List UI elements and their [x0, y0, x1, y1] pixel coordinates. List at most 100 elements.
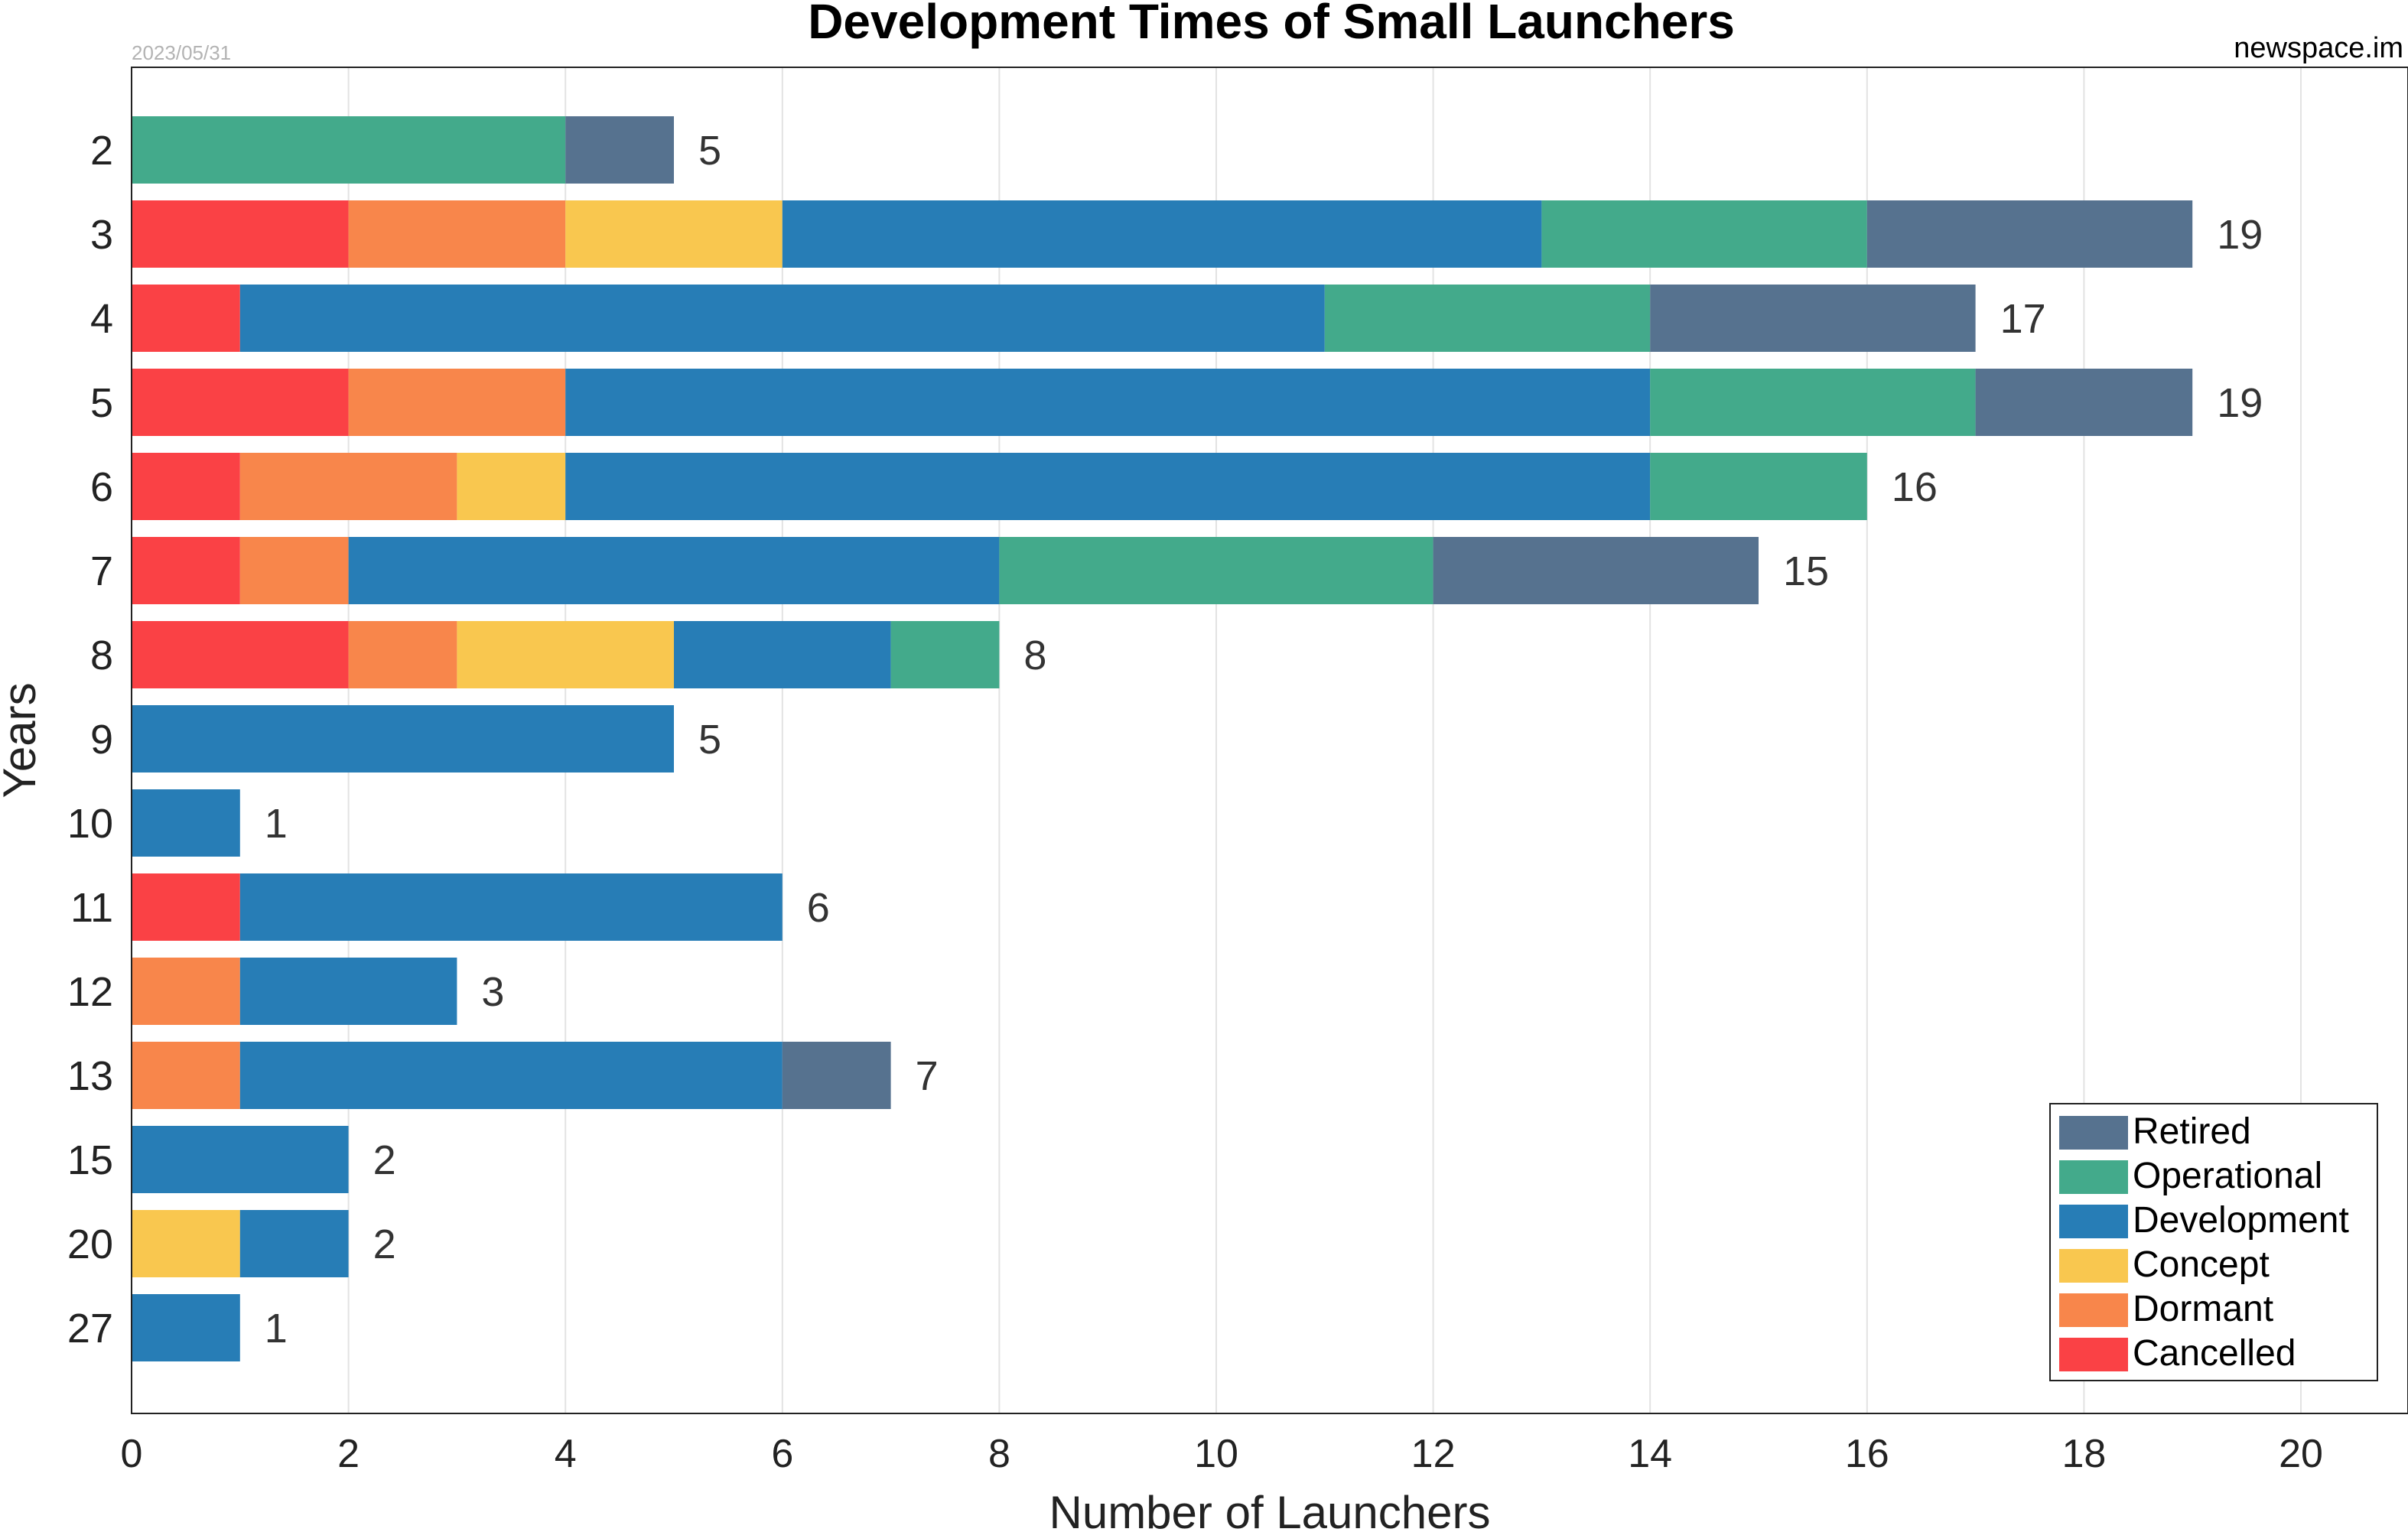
- x-tick-label-2: 2: [337, 1432, 360, 1476]
- y-tick-label-3: 3: [90, 212, 113, 258]
- legend-swatch-development: [2059, 1205, 2128, 1238]
- y-tick-label-9: 9: [90, 717, 113, 763]
- bar-operational-2-years: [132, 116, 566, 184]
- bar-retired-13-years: [782, 1042, 891, 1109]
- bars: [132, 116, 2193, 1361]
- bar-dormant-13-years: [132, 1042, 240, 1109]
- total-label-15-years: 2: [373, 1137, 396, 1183]
- chart-title: Development Times of Small Launchers: [808, 0, 1735, 49]
- bar-dormant-8-years: [348, 621, 457, 688]
- legend-swatch-concept: [2059, 1249, 2128, 1283]
- y-tick-labels: 2 3 4 5 6 7 8 9 10 11 12 13 15 20 27: [67, 128, 113, 1351]
- x-tick-label-12: 12: [1411, 1432, 1456, 1476]
- y-tick-label-15: 15: [67, 1137, 113, 1183]
- total-label-8-years: 8: [1023, 633, 1046, 678]
- bar-development-6-years: [565, 453, 1651, 520]
- bar-development-8-years: [674, 621, 891, 688]
- bar-operational-7-years: [999, 537, 1433, 604]
- total-label-4-years: 17: [2000, 296, 2046, 342]
- total-label-7-years: 15: [1783, 548, 1829, 594]
- bar-cancelled-4-years: [132, 285, 240, 352]
- total-label-3-years: 19: [2217, 212, 2263, 258]
- bar-development-27-years: [132, 1294, 240, 1361]
- legend-box: [2049, 1103, 2378, 1381]
- y-tick-label-5: 5: [90, 380, 113, 426]
- total-label-6-years: 16: [1892, 464, 1938, 510]
- y-axis-label: Years: [0, 682, 45, 798]
- x-tick-label-6: 6: [771, 1432, 793, 1476]
- y-tick-label-2: 2: [90, 128, 113, 174]
- source-label: newspace.im: [2234, 32, 2403, 64]
- bar-dormant-3-years: [348, 200, 566, 268]
- bar-dormant-7-years: [239, 537, 349, 604]
- bar-cancelled-3-years: [132, 200, 349, 268]
- x-axis-label: Number of Launchers: [1049, 1487, 1491, 1532]
- bar-concept-8-years: [457, 621, 674, 688]
- bar-cancelled-6-years: [132, 453, 240, 520]
- x-tick-label-18: 18: [2061, 1432, 2106, 1476]
- bar-operational-5-years: [1650, 369, 1976, 436]
- legend-swatch-dormant: [2059, 1293, 2128, 1327]
- y-tick-label-13: 13: [67, 1053, 113, 1099]
- bar-concept-20-years: [132, 1210, 240, 1277]
- x-tick-labels: 0 2 4 6 8 10 12 14 16 18 20: [121, 1432, 2323, 1476]
- bar-development-11-years: [239, 873, 783, 941]
- legend-label-development: Development: [2133, 1200, 2349, 1241]
- bar-dormant-6-years: [239, 453, 457, 520]
- legend-label-cancelled: Cancelled: [2133, 1333, 2296, 1374]
- total-label-2-years: 5: [698, 128, 721, 174]
- y-tick-label-7: 7: [90, 548, 113, 594]
- bar-dormant-5-years: [348, 369, 566, 436]
- bar-development-10-years: [132, 789, 240, 857]
- bar-cancelled-8-years: [132, 621, 349, 688]
- legend-label-dormant: Dormant: [2133, 1289, 2273, 1329]
- bar-concept-6-years: [457, 453, 566, 520]
- total-label-10-years: 1: [265, 801, 288, 847]
- bar-cancelled-11-years: [132, 873, 240, 941]
- bar-development-4-years: [239, 285, 1325, 352]
- x-tick-label-8: 8: [988, 1432, 1010, 1476]
- bar-concept-3-years: [565, 200, 783, 268]
- total-label-9-years: 5: [698, 717, 721, 763]
- bar-development-20-years: [239, 1210, 349, 1277]
- x-tick-label-16: 16: [1845, 1432, 1889, 1476]
- legend: RetiredOperationalDevelopmentConceptDorm…: [2049, 1103, 2378, 1381]
- y-tick-label-10: 10: [67, 801, 113, 847]
- bar-retired-5-years: [1975, 369, 2193, 436]
- x-tick-label-0: 0: [121, 1432, 143, 1476]
- legend-swatch-cancelled: [2059, 1338, 2128, 1371]
- y-tick-label-12: 12: [67, 969, 113, 1015]
- legend-swatch-retired: [2059, 1116, 2128, 1150]
- x-tick-label-4: 4: [555, 1432, 577, 1476]
- x-tick-label-20: 20: [2279, 1432, 2323, 1476]
- bar-development-13-years: [239, 1042, 783, 1109]
- bar-retired-3-years: [1866, 200, 2193, 268]
- x-tick-label-10: 10: [1194, 1432, 1238, 1476]
- total-label-20-years: 2: [373, 1221, 396, 1267]
- legend-label-concept: Concept: [2133, 1244, 2270, 1285]
- plot-frame: [131, 67, 2408, 1414]
- y-tick-label-8: 8: [90, 633, 113, 678]
- y-tick-label-27: 27: [67, 1306, 113, 1351]
- bar-operational-3-years: [1541, 200, 1867, 268]
- bar-operational-6-years: [1650, 453, 1867, 520]
- bar-development-7-years: [348, 537, 1000, 604]
- x-tick-label-14: 14: [1628, 1432, 1672, 1476]
- total-label-11-years: 6: [807, 885, 830, 931]
- bar-development-12-years: [239, 958, 457, 1025]
- bar-operational-4-years: [1324, 285, 1651, 352]
- bar-dormant-12-years: [132, 958, 240, 1025]
- legend-swatch-operational: [2059, 1160, 2128, 1194]
- bar-operational-8-years: [890, 621, 1000, 688]
- y-tick-label-6: 6: [90, 464, 113, 510]
- y-tick-label-20: 20: [67, 1221, 113, 1267]
- bar-cancelled-5-years: [132, 369, 349, 436]
- date-stamp: 2023/05/31: [132, 41, 231, 64]
- total-label-27-years: 1: [265, 1306, 288, 1351]
- legend-label-retired: Retired: [2133, 1111, 2251, 1152]
- bar-retired-7-years: [1433, 537, 1759, 604]
- bar-cancelled-7-years: [132, 537, 240, 604]
- bar-retired-4-years: [1650, 285, 1976, 352]
